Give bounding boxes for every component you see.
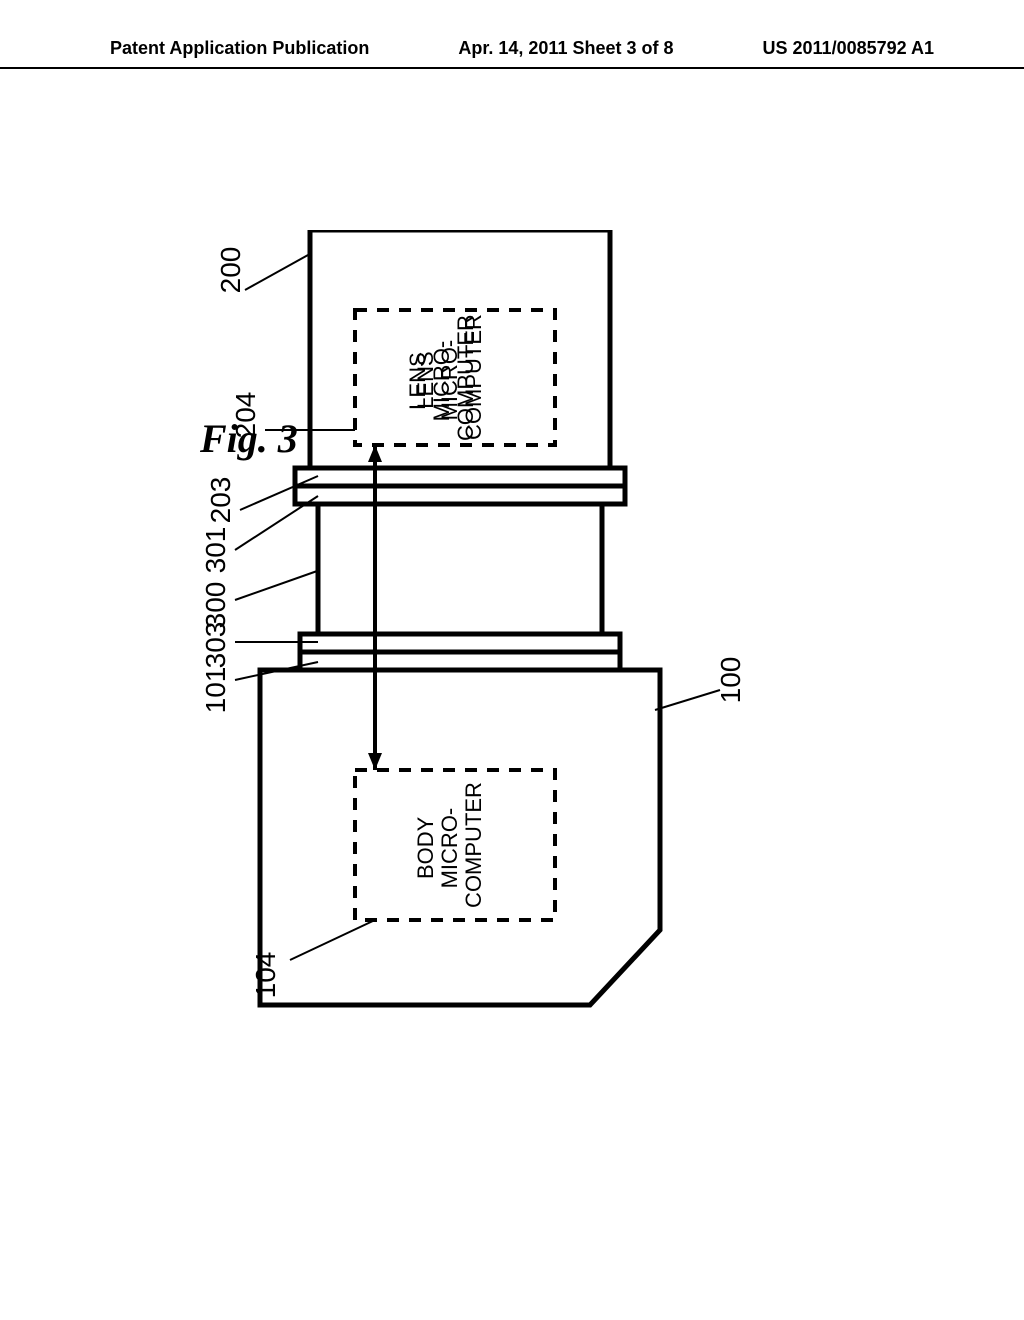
- header-center: Apr. 14, 2011 Sheet 3 of 8: [458, 38, 673, 59]
- svg-text:LENS MICRO- COMPUT: LENS MICRO- COMPUTER: [413, 314, 486, 440]
- svg-text:203: 203: [205, 477, 236, 524]
- svg-text:204: 204: [230, 392, 261, 439]
- svg-text:301: 301: [200, 527, 231, 574]
- svg-text:104: 104: [250, 952, 281, 999]
- header-right: US 2011/0085792 A1: [763, 38, 934, 59]
- svg-text:100: 100: [715, 657, 746, 704]
- patent-figure: LENS MICRO- COMPUTER LENS MICRO- COMPUTE…: [200, 230, 855, 1010]
- svg-text:200: 200: [215, 247, 246, 294]
- page-header: Patent Application Publication Apr. 14, …: [0, 38, 1024, 69]
- svg-text:BODY MICRO- COMPUT: BODY MICRO- COMPUTER: [413, 782, 486, 908]
- svg-text:300: 300: [200, 582, 231, 629]
- svg-text:303: 303: [200, 622, 231, 669]
- svg-text:101: 101: [200, 667, 231, 714]
- header-left: Patent Application Publication: [110, 38, 369, 59]
